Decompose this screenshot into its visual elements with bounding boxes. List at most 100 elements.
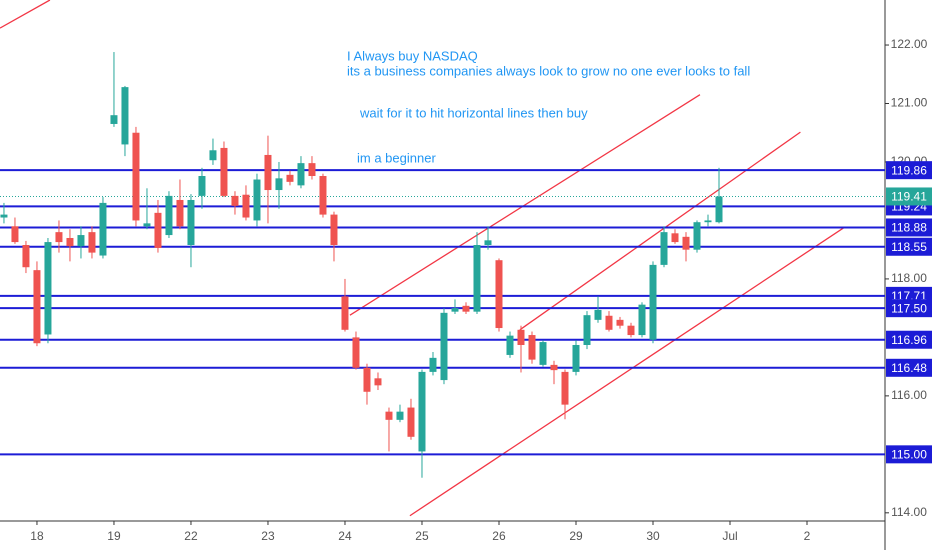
candle-body: [495, 260, 503, 329]
candle-body: [33, 270, 41, 344]
candle-body: [374, 378, 382, 386]
candle-body: [616, 319, 624, 326]
candle-body: [715, 196, 723, 223]
candle-body: [385, 411, 393, 420]
last-price-label-box: [886, 187, 932, 206]
candle-body: [627, 325, 635, 336]
candle-body: [671, 233, 679, 243]
level-label: 116.48: [891, 361, 927, 375]
x-tick-label: 23: [261, 529, 275, 543]
candle-body: [198, 176, 206, 196]
candle-body: [506, 335, 514, 355]
x-tick-label: 22: [184, 529, 198, 543]
candle-body: [594, 309, 602, 320]
candle-body: [143, 223, 151, 227]
candle-body: [275, 178, 283, 191]
candle-body: [550, 364, 558, 371]
candle-body: [528, 335, 536, 360]
candle-body: [253, 179, 261, 221]
candle-body: [693, 222, 701, 250]
candle-body: [187, 199, 195, 246]
candle-body: [231, 195, 239, 206]
level-label-box: [886, 299, 932, 318]
candle-body: [451, 308, 459, 312]
level-label-box: [886, 445, 932, 464]
candle-body: [572, 344, 580, 372]
candle-body: [583, 315, 591, 345]
level-label-box: [886, 358, 932, 377]
candle-body: [682, 236, 690, 250]
candle-body: [11, 226, 19, 243]
candle-body: [473, 245, 481, 312]
candle-body: [330, 214, 338, 246]
last-price-label: 119.41: [891, 190, 927, 204]
candle-body: [176, 199, 184, 227]
level-label-box: [886, 161, 932, 180]
candle-body: [121, 87, 129, 145]
x-tick-label: Jul: [722, 529, 737, 543]
candle-body: [605, 315, 613, 330]
x-tick-label: 18: [30, 529, 44, 543]
annotation: wait for it to hit horizontal lines then…: [359, 105, 588, 120]
y-tick-label: 121.00: [891, 96, 928, 110]
candle-body: [22, 245, 30, 268]
trend-line: [409, 227, 844, 517]
x-tick-label: 30: [646, 529, 660, 543]
candle-body: [220, 147, 228, 196]
candle-body: [638, 304, 646, 336]
candle-body: [418, 371, 426, 452]
x-tick-label: 26: [492, 529, 506, 543]
level-label: 116.96: [891, 333, 927, 347]
trend-line: [0, 0, 51, 29]
level-label: 118.55: [891, 240, 927, 254]
candle-body: [242, 194, 250, 218]
level-label-box: [886, 237, 932, 256]
candle-body: [649, 264, 657, 340]
level-label: 115.00: [891, 448, 927, 462]
x-tick-label: 19: [107, 529, 121, 543]
candle-body: [352, 337, 360, 368]
annotation: I Always buy NASDAQ: [347, 48, 478, 63]
candle-body: [297, 163, 305, 186]
candle-body: [308, 163, 316, 177]
candle-body: [88, 232, 96, 253]
candle-body: [561, 371, 569, 405]
x-tick-label: 24: [338, 529, 352, 543]
candle-body: [99, 202, 107, 256]
candle-body: [154, 212, 162, 248]
candle-body: [319, 176, 327, 215]
candle-body: [341, 296, 349, 330]
level-label: 118.88: [891, 221, 927, 235]
candle-body: [77, 235, 85, 247]
candle-body: [44, 242, 52, 335]
x-tick-label: 29: [569, 529, 583, 543]
candle-body: [110, 115, 118, 124]
candle-body: [165, 195, 173, 236]
y-tick-label: 118.00: [891, 271, 927, 285]
annotation: its a business companies always look to …: [347, 63, 750, 78]
level-label-box: [886, 218, 932, 237]
x-tick-label: 25: [415, 529, 429, 543]
trend-line: [519, 131, 801, 331]
candle-body: [66, 237, 74, 247]
candle-body: [396, 411, 404, 420]
x-tick-label: 2: [804, 529, 811, 543]
candle-body: [0, 214, 8, 218]
y-tick-label: 116.00: [891, 388, 927, 402]
candle-body: [55, 232, 63, 243]
y-tick-label: 122.00: [891, 37, 928, 51]
level-label-box: [886, 330, 932, 349]
candle-body: [517, 329, 525, 345]
candle-body: [539, 342, 547, 365]
candle-body: [264, 154, 272, 191]
annotation: im a beginner: [357, 150, 436, 165]
candle-body: [704, 220, 712, 223]
candle-body: [286, 174, 294, 182]
trend-line: [349, 94, 701, 316]
candle-body: [132, 132, 140, 221]
candle-body: [209, 150, 217, 161]
level-label: 119.86: [891, 163, 927, 177]
candle-body: [407, 407, 415, 437]
candle-body: [363, 367, 371, 392]
